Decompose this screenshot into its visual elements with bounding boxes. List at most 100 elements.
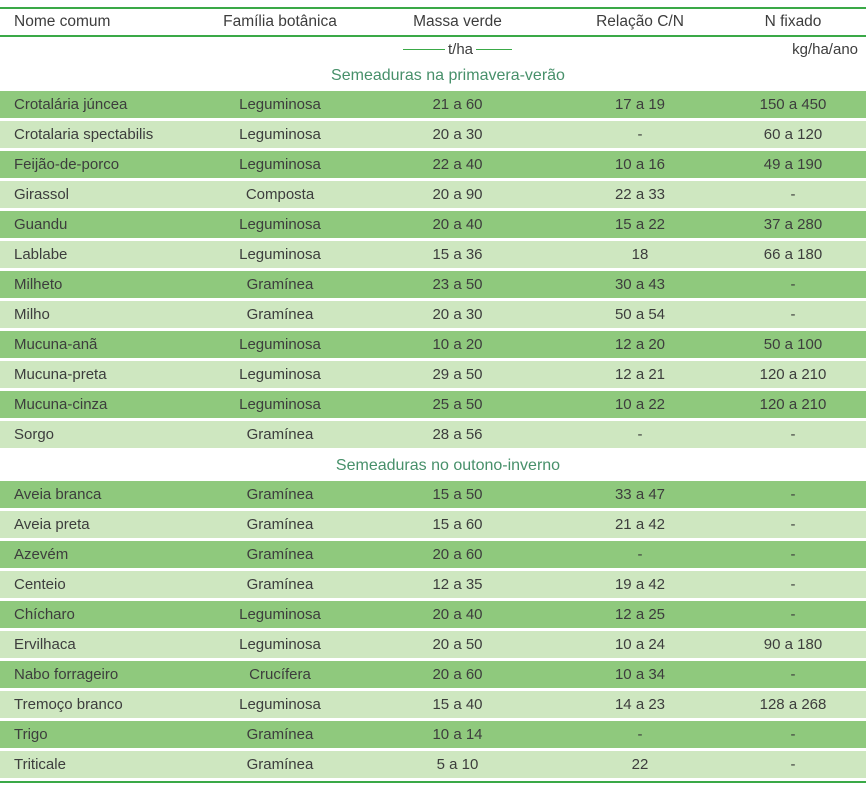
table-cell: Feijão-de-porco (14, 156, 120, 173)
table-cell: 15 a 50 (432, 486, 483, 503)
table-cell: 10 a 14 (432, 726, 483, 743)
table-cell: 20 a 90 (432, 186, 483, 203)
table-cell: 20 a 40 (432, 606, 483, 623)
table-cell: Aveia preta (14, 516, 90, 533)
table-row: Milho Gramínea 20 a 30 50 a 54 - (0, 301, 866, 328)
table-cell: Trigo (14, 726, 48, 743)
table-cell: Crotalária júncea (14, 96, 128, 113)
table-cell: 20 a 30 (432, 306, 483, 323)
table-cell: Leguminosa (239, 126, 321, 143)
table-cell: 10 a 16 (614, 156, 666, 173)
table-cell: 50 a 100 (763, 336, 823, 353)
table-cell: - (790, 306, 796, 323)
section-title-primavera-verao: Semeaduras na primavera-verão (331, 67, 565, 84)
table-cell: Crotalaria spectabilis (14, 126, 154, 143)
n-fixado-unit-label: kg/ha/ano (792, 40, 858, 58)
table-cell: Gramínea (246, 486, 314, 503)
table-row: Crotalária júncea Leguminosa 21 a 60 17 a 1… (0, 91, 866, 118)
table-row: Feijão-de-porco Leguminosa 22 a 40 10 a 16 4… (0, 151, 866, 178)
table-header-row: Nome comum Família botânica Massa verde … (0, 9, 866, 35)
top-border-line (0, 7, 866, 9)
table-cell: 50 a 54 (614, 306, 666, 323)
table-cell: Lablabe (14, 246, 68, 263)
table-cell: Leguminosa (239, 696, 321, 713)
column-header-massa-verde: Massa verde (413, 13, 502, 30)
table-cell: Milho (14, 306, 50, 323)
table-cell: 120 a 210 (759, 396, 827, 413)
table-cell: 10 a 34 (614, 666, 666, 683)
table-row: Triticale Gramínea 5 a 10 22 - (0, 751, 866, 778)
table-cell: - (790, 426, 796, 443)
units-row: t/ha kg/ha/ano (0, 37, 866, 61)
column-header-relacao-cn: Relação C/N (596, 13, 684, 30)
table-row: Centeio Gramínea 12 a 35 19 a 42 - (0, 571, 866, 598)
section-title-outono-inverno: Semeaduras no outono-inverno (335, 457, 561, 474)
table-cell: Gramínea (246, 306, 314, 323)
table-cell: 12 a 35 (432, 576, 483, 593)
table-cell: 20 a 30 (432, 126, 483, 143)
table-cell: 19 a 42 (614, 576, 666, 593)
table-cell: Leguminosa (239, 246, 321, 263)
section-rows-outono-inverno: Aveia branca Gramínea 15 a 50 33 a 47- Aveia… (0, 481, 866, 778)
table-row: Lablabe Leguminosa 15 a 36 18 66 a 180 (0, 241, 866, 268)
table-row: Guandu Leguminosa 20 a 40 15 a 22 37 a 280 (0, 211, 866, 238)
table-cell: Centeio (14, 576, 66, 593)
table-cell: Mucuna-cinza (14, 396, 108, 413)
table-row: Aveia preta Gramínea 15 a 60 21 a 42 - (0, 511, 866, 538)
massa-verde-unit: t/ha (355, 41, 560, 58)
table-cell: 49 a 190 (763, 156, 823, 173)
table-cell: - (790, 516, 796, 533)
table-cell: Gramínea (246, 276, 314, 293)
table-row: Mucuna-cinza Leguminosa 25 a 50 10 a 22 120 … (0, 391, 866, 418)
table-cell: - (790, 186, 796, 203)
table-cell: Ervilhaca (14, 636, 76, 653)
unit-dash-right (476, 48, 513, 50)
table-cell: - (790, 546, 796, 563)
table-row: Milheto Gramínea 23 a 50 30 a 43 - (0, 271, 866, 298)
table-cell: 10 a 22 (614, 396, 666, 413)
table-cell: Gramínea (246, 726, 314, 743)
table-cell: 22 a 40 (432, 156, 483, 173)
table-cell: Guandu (14, 216, 68, 233)
table-cell: 15 a 40 (432, 696, 483, 713)
table-cell: Gramínea (246, 516, 314, 533)
table-cell: 10 a 24 (614, 636, 666, 653)
table-cell: Tremoço branco (14, 696, 123, 713)
table-cell: Gramínea (246, 546, 314, 563)
table-cell: Aveia branca (14, 486, 102, 503)
table-cell: 5 a 10 (436, 756, 479, 773)
table-cell: Triticale (14, 756, 66, 773)
header-border-line (0, 35, 866, 37)
table-cell: - (790, 486, 796, 503)
table-row: Sorgo Gramínea 28 a 56 - - (0, 421, 866, 448)
table-cell: 37 a 280 (763, 216, 823, 233)
table-cell: Leguminosa (239, 156, 321, 173)
table-row: Girassol Composta 20 a 90 22 a 33 - (0, 181, 866, 208)
table-cell: 66 a 180 (763, 246, 823, 263)
table-cell: 20 a 40 (432, 216, 483, 233)
table-cell: 12 a 25 (614, 606, 666, 623)
table-cell: - (790, 666, 796, 683)
table-cell: 21 a 60 (432, 96, 483, 113)
table-row: Chícharo Leguminosa 20 a 40 12 a 25 - (0, 601, 866, 628)
table-cell: Milheto (14, 276, 63, 293)
table-row: Mucuna-anã Leguminosa 10 a 20 12 a 20 50 a 1… (0, 331, 866, 358)
table-cell: 22 a 33 (614, 186, 666, 203)
table-cell: Composta (245, 186, 315, 203)
table-row: Nabo forrageiro Crucífera 20 a 60 10 a 34 - (0, 661, 866, 688)
table-cell: 21 a 42 (614, 516, 666, 533)
table-cell: 128 a 268 (759, 696, 827, 713)
table-row: Crotalaria spectabilis Leguminosa 20 a 30 -… (0, 121, 866, 148)
table-cell: 12 a 21 (614, 366, 666, 383)
table-cell: 15 a 22 (614, 216, 666, 233)
table-cell: - (790, 276, 796, 293)
table-cell: 150 a 450 (759, 96, 827, 113)
table-cell: 60 a 120 (763, 126, 823, 143)
table-cell: 120 a 210 (759, 366, 827, 383)
table-cell: - (637, 546, 643, 563)
column-header-n-fixado: N fixado (764, 13, 822, 30)
table-cell: Gramínea (246, 426, 314, 443)
table-cell: - (790, 756, 796, 773)
table-cell: Mucuna-anã (14, 336, 98, 353)
table-cell: 17 a 19 (614, 96, 666, 113)
